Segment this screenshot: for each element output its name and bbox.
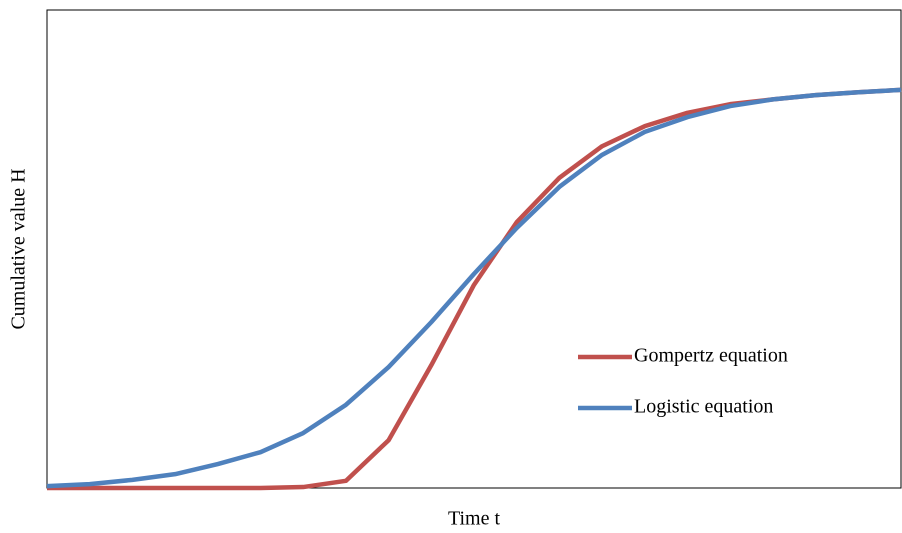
series-line — [46, 87, 902, 489]
plot-frame — [46, 9, 902, 489]
series-line — [47, 87, 902, 491]
y-axis-label: Cumulative value H — [8, 168, 30, 329]
x-axis-label: Time t — [448, 508, 501, 530]
legend-label: Gompertz equation — [634, 345, 788, 367]
legend-label: Logistic equation — [634, 396, 773, 418]
